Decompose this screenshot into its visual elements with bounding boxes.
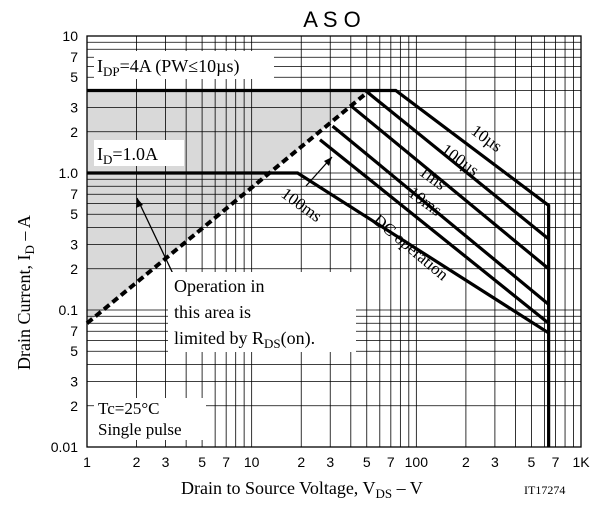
y-tick-label: 3 <box>70 100 78 116</box>
series-line-2 <box>349 104 550 270</box>
id-label-box <box>94 140 184 166</box>
idp-label-main: I <box>97 56 103 76</box>
x-tick-label: 7 <box>222 454 230 470</box>
x-tick-label: 100 <box>405 454 429 470</box>
id-label-sub: D <box>103 152 112 167</box>
x-tick-label: 2 <box>462 454 470 470</box>
operation-note-line1: Operation in <box>174 276 264 296</box>
series-line-0 <box>87 88 551 447</box>
x-tick-label: 7 <box>552 454 560 470</box>
plot-frame <box>86 35 582 448</box>
id-label-main: I <box>97 144 103 164</box>
x-axis-label-main: Drain to Source Voltage, V <box>181 478 375 498</box>
series-line-5 <box>87 171 550 335</box>
y-tick-label: 0.01 <box>51 439 78 455</box>
y-tick-label: 5 <box>70 206 78 222</box>
arrow-100ms-head <box>324 157 332 166</box>
tc-note-box <box>94 398 206 440</box>
idp-label: IDP=4A (PW≤10µs) <box>97 56 240 79</box>
series-line-3 <box>331 124 550 306</box>
x-tick-label: 7 <box>387 454 395 470</box>
y-axis-label-unit: – A <box>14 215 34 245</box>
y-axis-label-sub: D <box>22 245 37 254</box>
y-tick-label: 1.0 <box>59 165 79 181</box>
idp-label-sub: DP <box>103 64 120 79</box>
operation-note-line3-rest: (on). <box>281 328 316 349</box>
arrow-operation-head <box>136 198 143 208</box>
operation-note-line3-main: limited by R <box>174 328 264 348</box>
y-axis-label-main: Drain Current, I <box>14 255 34 370</box>
y-tick-label: 7 <box>70 323 78 339</box>
y-tick-label: 2 <box>70 124 78 140</box>
x-tick-label: 5 <box>198 454 206 470</box>
series-line-1 <box>364 89 550 241</box>
operation-note-box <box>168 272 356 352</box>
y-tick-label: 3 <box>70 237 78 253</box>
y-axis-label: Drain Current, ID – A <box>14 215 37 370</box>
x-tick-label: 5 <box>528 454 536 470</box>
x-tick-label: 3 <box>326 454 334 470</box>
operation-note-line3-sub: DS <box>264 336 281 351</box>
label-dc-operation: DC operation <box>369 211 452 285</box>
tc-note-line2: Single pulse <box>98 420 182 439</box>
x-tick-label: 1K <box>572 454 590 470</box>
x-axis-label-unit: – V <box>392 478 423 498</box>
id-label: ID=1.0A <box>97 144 158 167</box>
series-line-6 <box>85 88 371 325</box>
operation-note-line3: limited by RDS(on). <box>174 328 315 351</box>
x-axis-label: Drain to Source Voltage, VDS – V <box>181 478 423 501</box>
x-tick-label: 3 <box>162 454 170 470</box>
idp-label-box <box>94 51 274 79</box>
x-tick-label: 1 <box>83 454 91 470</box>
x-tick-label: 2 <box>133 454 141 470</box>
tc-note-line1: Tc=25°C <box>98 399 159 418</box>
y-tick-label: 2 <box>70 261 78 277</box>
operation-note-line2: this area is <box>174 302 251 322</box>
x-axis-label-sub: DS <box>375 486 392 501</box>
idp-label-rest: =4A (PW≤10µs) <box>120 56 240 77</box>
tick-labels: 1 2 3 5 7 10 2 3 5 7 100 2 3 5 7 1K0.0123570.123571.023… <box>51 28 590 470</box>
y-tick-label: 5 <box>70 343 78 359</box>
x-tick-label: 2 <box>297 454 305 470</box>
y-tick-label: 3 <box>70 374 78 390</box>
y-tick-label: 5 <box>70 69 78 85</box>
series-layer <box>85 88 551 447</box>
arrow-operation <box>136 197 176 279</box>
y-tick-label: 2 <box>70 398 78 414</box>
figure-code: IT17274 <box>524 483 565 497</box>
id-label-rest: =1.0A <box>112 144 158 164</box>
y-tick-label: 7 <box>70 186 78 202</box>
x-tick-label: 5 <box>363 454 371 470</box>
y-tick-label: 0.1 <box>59 302 79 318</box>
x-tick-label: 10 <box>244 454 260 470</box>
y-tick-label: 10 <box>62 28 78 44</box>
x-tick-label: 3 <box>491 454 499 470</box>
chart-title: A S O <box>303 7 360 32</box>
y-tick-label: 7 <box>70 49 78 65</box>
series-line-4 <box>318 138 550 325</box>
